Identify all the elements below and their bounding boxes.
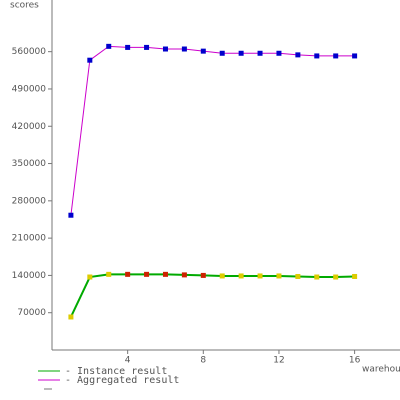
data-point <box>257 273 263 279</box>
data-point <box>295 52 301 58</box>
series-line <box>70 273 355 318</box>
data-point <box>333 53 339 59</box>
data-point <box>125 44 131 50</box>
data-point <box>87 57 93 63</box>
data-point <box>276 50 282 56</box>
data-point <box>257 50 263 56</box>
y-tick-label: 70000 <box>17 308 46 318</box>
data-point <box>68 314 74 320</box>
data-point <box>352 53 358 59</box>
data-point <box>333 274 339 280</box>
x-axis-label: warehouses <box>362 365 400 375</box>
x-tick-label: 12 <box>273 356 284 366</box>
y-tick-label: 560000 <box>12 47 47 57</box>
x-tick-label: 8 <box>200 356 206 366</box>
data-point <box>162 46 168 52</box>
data-point <box>87 274 93 280</box>
series-line <box>70 45 355 216</box>
data-point <box>314 53 320 59</box>
data-point <box>162 271 168 277</box>
data-point <box>181 46 187 52</box>
y-tick-label: 490000 <box>12 84 47 94</box>
x-tick-label: 16 <box>349 356 361 366</box>
y-tick-label: 280000 <box>12 196 47 206</box>
data-point <box>238 50 244 56</box>
data-point <box>144 271 150 277</box>
y-tick-label: 210000 <box>12 234 47 244</box>
data-point <box>106 43 112 49</box>
y-axis-label: scores <box>10 1 39 11</box>
data-point <box>219 273 225 279</box>
data-point <box>238 273 244 279</box>
legend-text: - Aggregated result <box>65 375 179 386</box>
data-point <box>144 44 150 50</box>
data-point <box>68 212 74 218</box>
y-tick-label: 350000 <box>12 159 47 169</box>
legend-text: - Instance result <box>65 366 167 377</box>
y-tick-label: 420000 <box>12 122 47 132</box>
data-point <box>200 272 206 278</box>
data-point <box>181 272 187 278</box>
data-point <box>352 273 358 279</box>
data-point <box>106 271 112 277</box>
x-tick-label: 4 <box>125 356 131 366</box>
data-point <box>200 48 206 54</box>
data-point <box>295 273 301 279</box>
data-point <box>314 274 320 280</box>
data-point <box>125 271 131 277</box>
y-tick-label: 140000 <box>12 271 47 281</box>
data-point <box>219 50 225 56</box>
data-point <box>276 273 282 279</box>
